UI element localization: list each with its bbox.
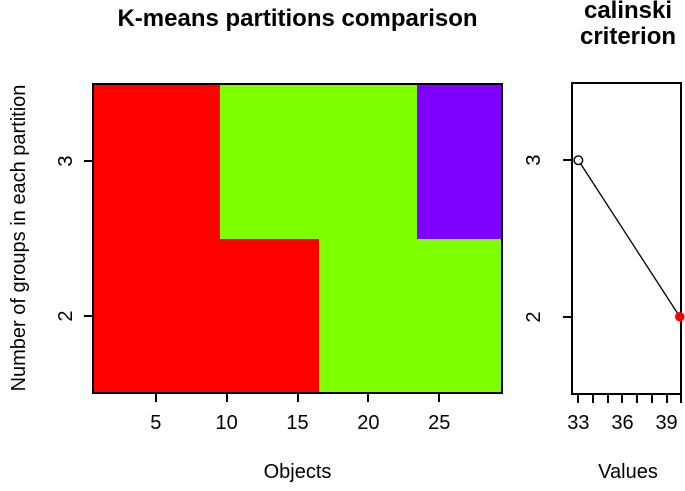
x-tick-label: 20 — [357, 412, 380, 434]
kmeans-plot-title: K-means partitions comparison — [117, 5, 478, 32]
x-tick-mark — [665, 395, 668, 403]
y-tick-label: 3 — [523, 154, 545, 166]
calinski-title-line1: calinski — [583, 0, 673, 24]
x-tick-label: 39 — [655, 412, 678, 434]
y-tick-mark — [84, 315, 92, 318]
calinski-title-line2: criterion — [579, 23, 677, 50]
x-tick-mark — [225, 394, 228, 402]
partition-segment-3groups — [220, 85, 417, 239]
x-tick-mark — [636, 395, 639, 403]
y-tick-mark — [84, 159, 92, 162]
partition-segment-2groups — [94, 238, 319, 392]
x-tick-mark — [650, 395, 653, 403]
partition-segment-3groups — [416, 85, 501, 239]
x-tick-mark — [154, 394, 157, 402]
x-tick-mark — [606, 395, 609, 403]
x-tick-label: 5 — [150, 412, 162, 434]
calinski-plot-title: calinski criterion — [552, 0, 685, 50]
x-tick-mark — [577, 395, 580, 403]
x-tick-mark — [592, 395, 595, 403]
y-tick-mark — [563, 159, 571, 162]
x-tick-label: 15 — [286, 412, 309, 434]
partition-segment-3groups — [94, 85, 221, 239]
calinski-criterion-plot — [571, 82, 682, 395]
x-tick-mark — [680, 395, 683, 403]
y-tick-label: 2 — [523, 311, 545, 323]
objects-axis-label: Objects — [263, 461, 332, 483]
x-tick-mark — [621, 395, 624, 403]
x-tick-label: 25 — [428, 412, 451, 434]
y-axis-label: Number of groups in each partition — [8, 84, 30, 392]
partition-segment-2groups — [318, 238, 501, 392]
y-tick-mark — [563, 315, 571, 318]
x-tick-mark — [367, 394, 370, 402]
x-tick-label: 33 — [567, 412, 590, 434]
y-tick-label: 2 — [55, 310, 77, 322]
x-tick-mark — [296, 394, 299, 402]
x-tick-label: 10 — [215, 412, 238, 434]
x-tick-label: 36 — [611, 412, 634, 434]
x-tick-mark — [438, 394, 441, 402]
y-tick-label: 3 — [55, 155, 77, 167]
values-axis-label: Values — [598, 461, 658, 483]
kmeans-partition-heatmap — [92, 83, 503, 394]
